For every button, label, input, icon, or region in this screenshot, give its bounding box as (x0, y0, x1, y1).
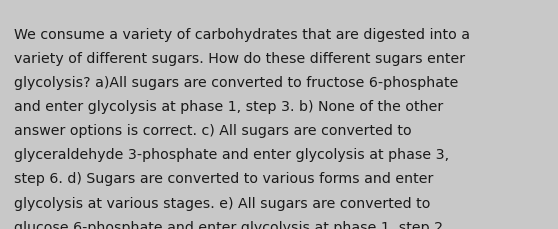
Text: and enter glycolysis at phase 1, step 3. b) None of the other: and enter glycolysis at phase 1, step 3.… (14, 100, 443, 114)
Text: variety of different sugars. How do these different sugars enter: variety of different sugars. How do thes… (14, 52, 465, 65)
Text: answer options is correct. c) All sugars are converted to: answer options is correct. c) All sugars… (14, 124, 412, 138)
Text: glucose 6-phosphate and enter glycolysis at phase 1, step 2.: glucose 6-phosphate and enter glycolysis… (14, 220, 448, 229)
Text: glycolysis at various stages. e) All sugars are converted to: glycolysis at various stages. e) All sug… (14, 196, 430, 210)
Text: step 6. d) Sugars are converted to various forms and enter: step 6. d) Sugars are converted to vario… (14, 172, 434, 186)
Text: glyceraldehyde 3-phosphate and enter glycolysis at phase 3,: glyceraldehyde 3-phosphate and enter gly… (14, 148, 449, 162)
Text: We consume a variety of carbohydrates that are digested into a: We consume a variety of carbohydrates th… (14, 27, 470, 41)
Text: glycolysis? a)All sugars are converted to fructose 6-phosphate: glycolysis? a)All sugars are converted t… (14, 76, 458, 90)
